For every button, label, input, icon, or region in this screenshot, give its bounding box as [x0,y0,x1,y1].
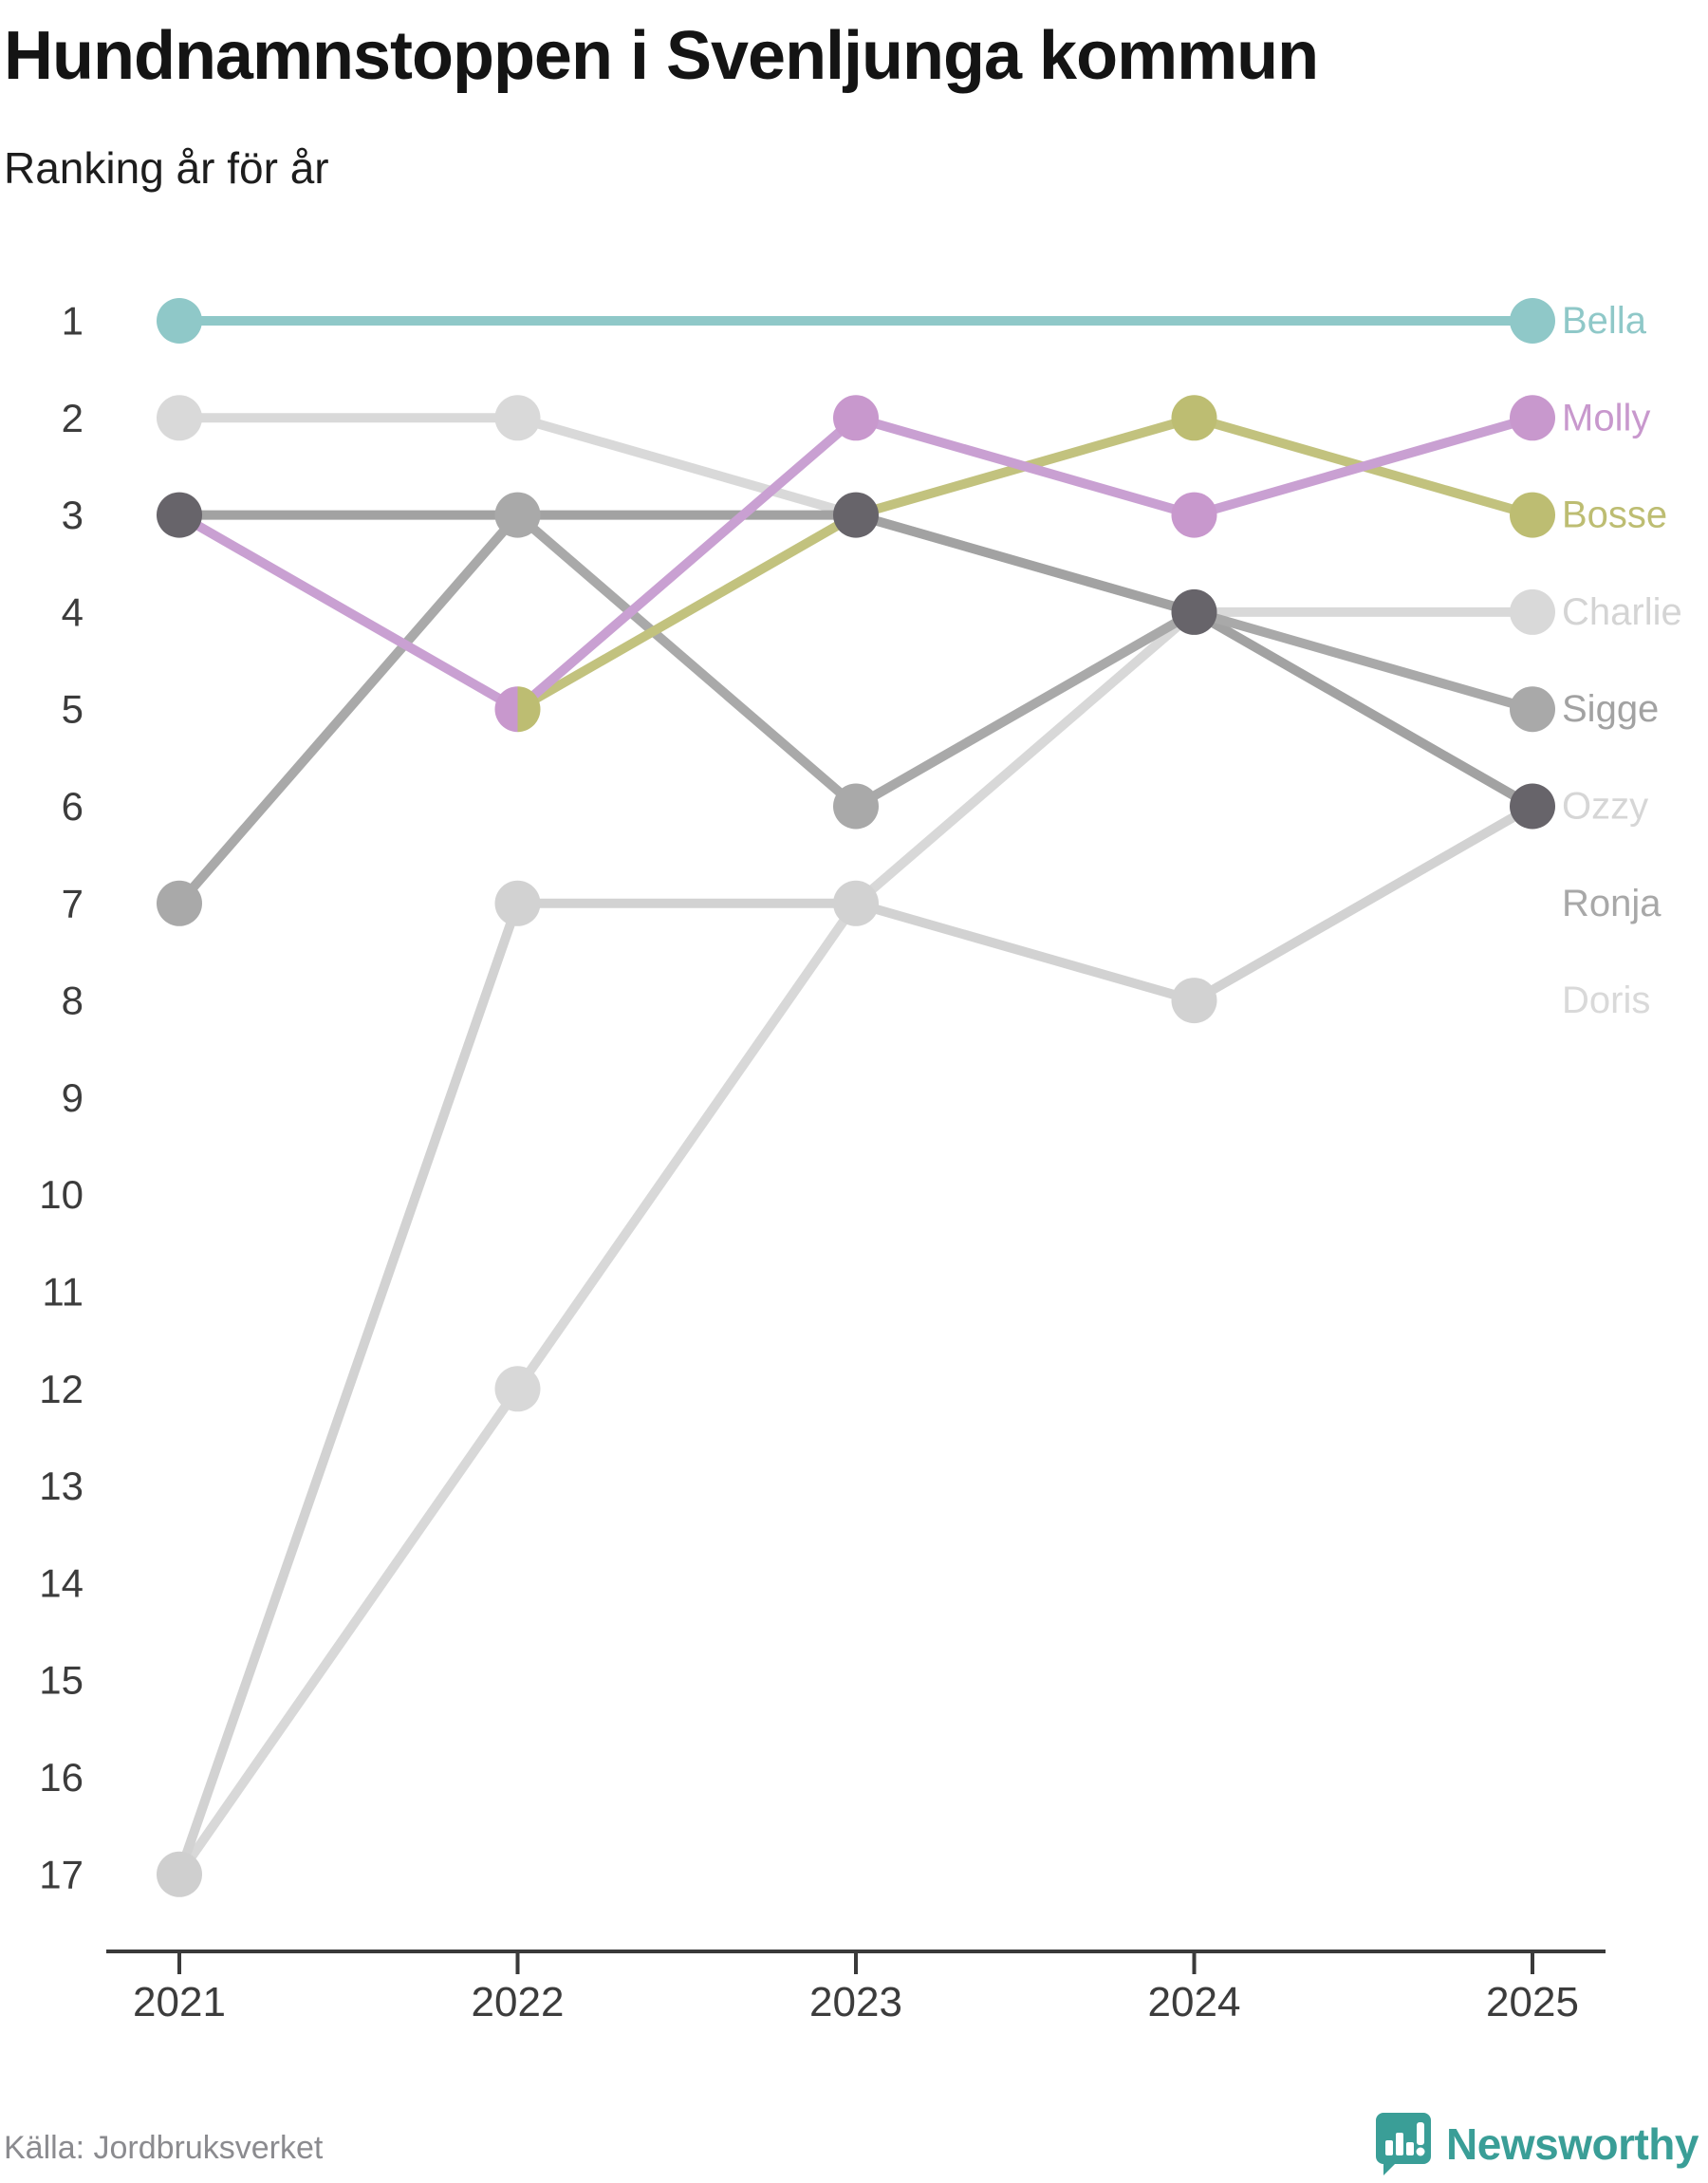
data-point [494,492,541,538]
series-label-bosse: Bosse [1562,494,1667,536]
x-axis-label: 2025 [1486,1979,1579,2025]
x-axis-label: 2023 [809,1979,902,2025]
data-point [1510,298,1555,344]
data-point [157,880,202,926]
series-label-sigge: Sigge [1562,688,1659,730]
rank-axis-label: 17 [39,1852,84,1896]
rank-axis-label: 7 [62,881,84,925]
rank-axis-label: 13 [39,1464,84,1508]
data-point [1510,395,1555,441]
x-axis-label: 2021 [133,1979,226,2025]
rank-axis-label: 2 [62,396,84,440]
rank-axis-label: 12 [39,1367,84,1411]
series-label-bella: Bella [1562,300,1647,342]
page-title: Hundnamnstoppen i Svenljunga kommun [4,18,1319,94]
series-label-ronja: Ronja [1562,883,1662,924]
newsworthy-icon [1376,2113,1432,2175]
data-point [1171,588,1217,635]
data-point [157,1851,202,1897]
data-point [157,492,202,538]
data-point [1171,395,1217,441]
series-line-sigge [175,510,1537,908]
data-point [1171,978,1217,1024]
data-point [1510,492,1555,538]
rank-axis-label: 6 [62,784,84,829]
rank-axis-label: 10 [39,1172,84,1217]
rank-axis-label: 4 [62,589,84,634]
data-point-split-right [517,686,541,733]
brand-name: Newsworthy [1446,2119,1699,2169]
rank-axis-label: 9 [62,1075,84,1120]
rank-axis-label: 14 [39,1560,84,1605]
data-point [1510,783,1555,830]
series-label-doris: Doris [1562,980,1650,1021]
source-note: Källa: Jordbruksverket [4,2130,324,2166]
rank-axis-label: 1 [62,299,84,344]
data-point [157,395,202,441]
rank-axis-label: 5 [62,687,84,732]
series-label-ozzy: Ozzy [1562,786,1648,828]
data-point [494,880,541,926]
data-point [1510,686,1555,733]
rank-axis-label: 16 [39,1755,84,1800]
data-point [833,395,879,441]
brand-logo: Newsworthy [1374,2111,1699,2177]
rank-axis-label: 3 [62,493,84,537]
data-point [833,492,879,538]
data-point-split-left [494,686,518,733]
x-axis-label: 2024 [1148,1979,1241,2025]
series-label-charlie: Charlie [1562,591,1682,633]
rank-axis-label: 8 [62,979,84,1023]
series-label-molly: Molly [1562,397,1650,438]
series-line-ronja [175,801,1537,1879]
series-line-ozzy [175,510,1537,812]
data-point [1510,588,1555,635]
page-subtitle: Ranking år för år [4,143,329,193]
x-axis-label: 2022 [472,1979,565,2025]
rank-axis-label: 11 [42,1270,84,1315]
data-point [1171,492,1217,538]
data-point [494,395,541,441]
rank-axis-label: 15 [39,1658,84,1703]
data-point [157,298,202,344]
data-point [494,1366,541,1412]
data-point [833,783,879,830]
data-point [833,880,879,926]
